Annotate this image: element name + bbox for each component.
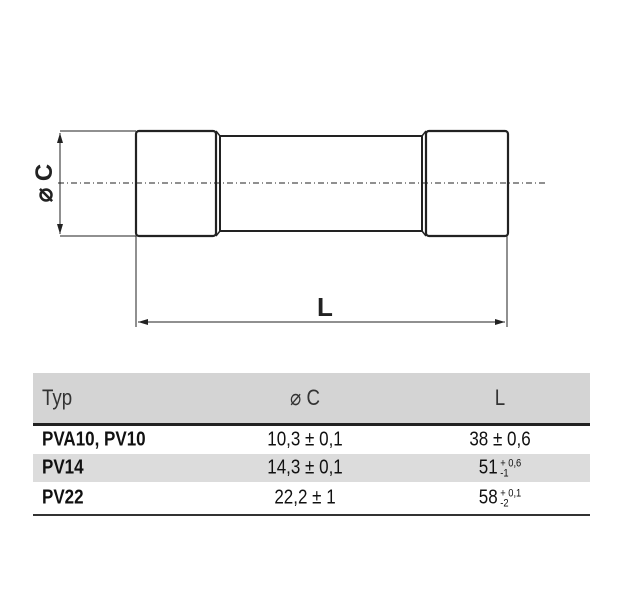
tolerance-minus: -2: [500, 497, 509, 510]
cell-typ: PV14: [42, 456, 84, 479]
cell-typ: PV22: [42, 486, 84, 509]
dimensions-table: Typ ⌀ C L PVA10, PV10 10,3 ± 0,1 38 ± 0,…: [33, 373, 590, 516]
cell-diameter: 14,3 ± 0,1: [267, 456, 343, 479]
table-row: PVA10, PV10 10,3 ± 0,1 38 ± 0,6: [33, 426, 590, 454]
cell-length: 51 + 0,6 -1: [479, 457, 522, 480]
cell-length: 38 ± 0,6: [469, 428, 531, 451]
diameter-label: ⌀ C: [31, 164, 58, 202]
cell-diameter: 10,3 ± 0,1: [267, 428, 343, 451]
cell-diameter: 22,2 ± 1: [274, 486, 336, 509]
tolerance-minus: -1: [500, 467, 509, 480]
right-end-cap: [424, 129, 510, 238]
table-row: PV14 14,3 ± 0,1 51 + 0,6 -1: [33, 454, 590, 482]
cell-typ: PVA10, PV10: [42, 428, 146, 451]
fuse-drawing: ⌀ C L: [31, 129, 546, 327]
length-tolerance: + 0,1 -2: [500, 487, 522, 510]
tolerance-plus: + 0,1: [500, 487, 522, 500]
cell-length: 58 + 0,1 -2: [479, 487, 522, 510]
table-row: PV22 22,2 ± 1 58 + 0,1 -2: [33, 482, 590, 516]
fuse-body: [219, 135, 423, 232]
header-length: L: [494, 385, 506, 410]
length-nominal: 58: [478, 486, 498, 509]
length-label: L: [317, 292, 333, 322]
tolerance-plus: + 0,6: [500, 457, 522, 470]
length-tolerance: + 0,6 -1: [500, 457, 522, 480]
length-nominal: 51: [478, 456, 498, 479]
header-typ: Typ: [42, 385, 73, 410]
header-diameter: ⌀ C: [290, 385, 320, 410]
table-header: Typ ⌀ C L: [33, 373, 590, 426]
left-end-cap: [134, 129, 218, 238]
